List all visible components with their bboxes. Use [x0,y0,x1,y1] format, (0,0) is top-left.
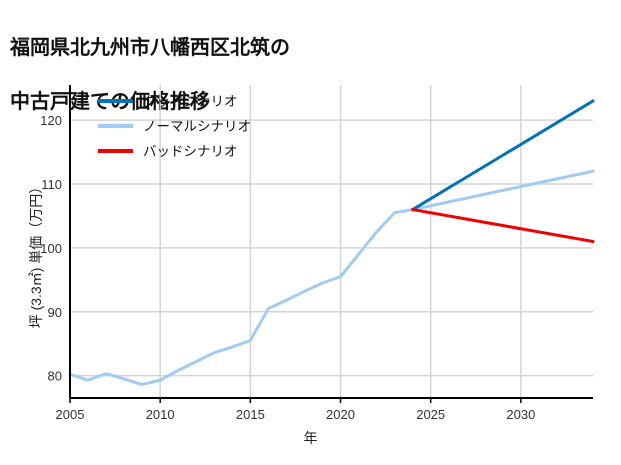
x-axis-tick-label: 2020 [326,407,355,422]
y-axis-tick-label: 100 [40,241,62,256]
series-line [411,99,595,212]
series-line [411,208,595,243]
x-axis-ticks-group: 2005 2010 2015 2020 2025 2030 [56,398,535,422]
legend-item-label: ノーマルシナリオ [143,119,251,134]
series-line [68,169,595,387]
y-axis-tick-label: 110 [41,177,62,192]
legend-item-label: バッドシナリオ [143,144,238,159]
y-axis-ticks-group: 80 90 100 110 120 [40,113,62,384]
y-axis-tick-label: 90 [48,305,62,320]
x-axis-tick-label: 2015 [236,407,265,422]
x-axis-tick-label: 2025 [416,407,445,422]
x-axis-title: 年 [303,430,318,446]
data-series-group [68,99,595,387]
gridlines-group [70,85,593,398]
y-axis-title: 坪 (3.3㎡) 単価（万円） [28,179,44,329]
chart-title-line-1: 福岡県北九州市八幡西区北筑の [10,37,290,59]
x-axis-tick-label: 2005 [56,407,85,422]
y-axis-tick-label: 80 [48,369,62,384]
legend-item-label: グッドシナリオ [143,94,238,109]
y-axis-tick-label: 120 [40,113,62,128]
x-axis-tick-label: 2030 [506,407,535,422]
x-axis-tick-label: 2010 [146,407,175,422]
